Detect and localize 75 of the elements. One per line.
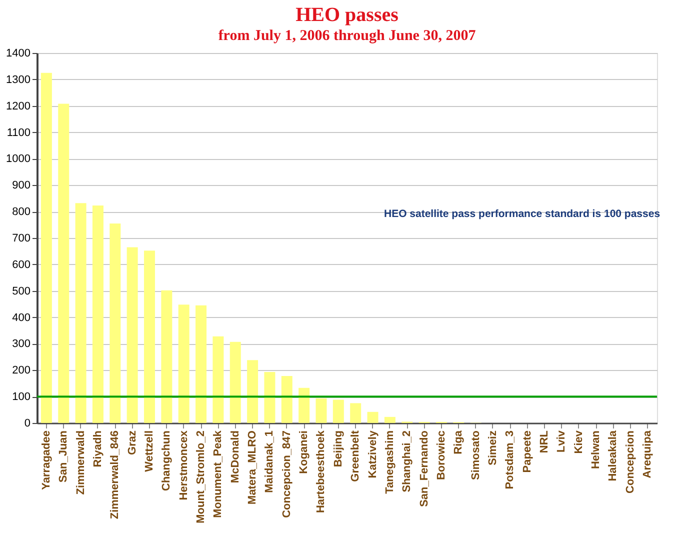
x-tick-label: Kiev <box>572 430 585 454</box>
y-tick-label: 700 <box>12 232 30 244</box>
x-tick-label: Zimmerwald <box>74 430 87 495</box>
x-tick-label: Riyadh <box>92 430 104 468</box>
y-tick-label: 1100 <box>6 126 30 139</box>
x-tick-label: Helwan <box>590 430 602 470</box>
annotation: HEO satellite pass performance standard is 100 passes <box>384 208 660 220</box>
bar <box>75 203 86 423</box>
x-tick-label: Changchun <box>160 430 173 491</box>
bar <box>247 360 258 423</box>
x-tick-label: Zimmerwald_846 <box>109 430 122 520</box>
bar <box>126 247 138 423</box>
x-tick-label: Lviv <box>556 430 568 453</box>
x-tick-label: Graz <box>126 430 138 455</box>
bar <box>264 372 276 423</box>
x-tick-label: Mount_Stromlo_2 <box>195 430 208 524</box>
x-tick-label: Arequipa <box>642 430 654 478</box>
y-tick-label: 800 <box>12 206 30 218</box>
bar <box>58 104 70 423</box>
x-tick-label: Borowiec <box>435 430 448 480</box>
bar <box>367 412 378 423</box>
x-tick-label: Greenbelt <box>350 430 362 482</box>
x-tick-label: Shanghai_2 <box>401 430 414 492</box>
x-tick-label: Concepcion_847 <box>280 430 293 518</box>
x-tick-label: San_Juan <box>58 430 70 482</box>
x-tick-label: Concepcion <box>624 430 636 494</box>
y-tick-label: 1000 <box>6 153 30 166</box>
bar <box>212 336 224 423</box>
chart-subtitle: from July 1, 2006 through June 30, 2007 <box>218 28 476 44</box>
y-tick-label: 900 <box>12 180 30 192</box>
x-tick-label: Simeiz <box>486 430 499 466</box>
x-tick-label: Koganei <box>298 430 310 474</box>
x-tick-label: Riga <box>452 430 465 454</box>
y-tick-label: 1400 <box>6 48 30 60</box>
bar <box>332 400 344 423</box>
y-tick-label: 1300 <box>6 74 30 86</box>
y-tick-label: 300 <box>12 338 30 350</box>
x-tick-label: Papeete <box>521 430 534 473</box>
y-tick-label: 200 <box>12 364 30 377</box>
x-tick-label: Herstmoncex <box>178 430 190 500</box>
bar <box>92 205 104 423</box>
x-tick-label: Tanegashim <box>384 430 396 494</box>
x-tick-label: San_Fernando <box>418 430 430 507</box>
x-tick-label: Yarragadee <box>40 430 52 490</box>
x-tick-label: Simosato <box>470 430 482 480</box>
bar <box>298 388 310 423</box>
x-tick-label: Haleakala <box>607 430 620 482</box>
x-tick-label: Monument_Peak <box>212 430 224 518</box>
x-tick-label: McDonald <box>229 430 242 484</box>
bar <box>178 304 190 423</box>
bar <box>110 223 121 423</box>
x-tick-label: Matera_MLRO <box>246 430 259 504</box>
x-tick-label: Beijing <box>332 430 344 468</box>
y-tick-label: 0 <box>24 418 30 430</box>
x-tick-label: Wettzell <box>143 430 156 472</box>
x-tick-label: Katzively <box>366 430 379 478</box>
bar <box>350 403 362 423</box>
x-tick-label: Hartebeesthoek <box>315 430 328 514</box>
x-tick-label: Maidanak_1 <box>264 430 276 493</box>
y-tick-label: 400 <box>12 312 30 324</box>
bar <box>144 250 155 423</box>
bar <box>281 376 292 423</box>
bar <box>196 305 207 423</box>
y-tick-label: 100 <box>12 391 30 404</box>
y-tick-label: 1200 <box>6 100 30 112</box>
bar <box>316 398 327 423</box>
bar <box>161 290 172 423</box>
bar <box>384 416 396 423</box>
bar <box>230 342 241 423</box>
y-tick-label: 500 <box>12 285 30 298</box>
chart-title: HEO passes <box>296 4 399 26</box>
bar <box>40 72 52 423</box>
y-tick-label: 600 <box>12 258 30 271</box>
x-tick-label: Potsdam_3 <box>504 430 516 490</box>
x-tick-label: NRL <box>538 430 551 454</box>
